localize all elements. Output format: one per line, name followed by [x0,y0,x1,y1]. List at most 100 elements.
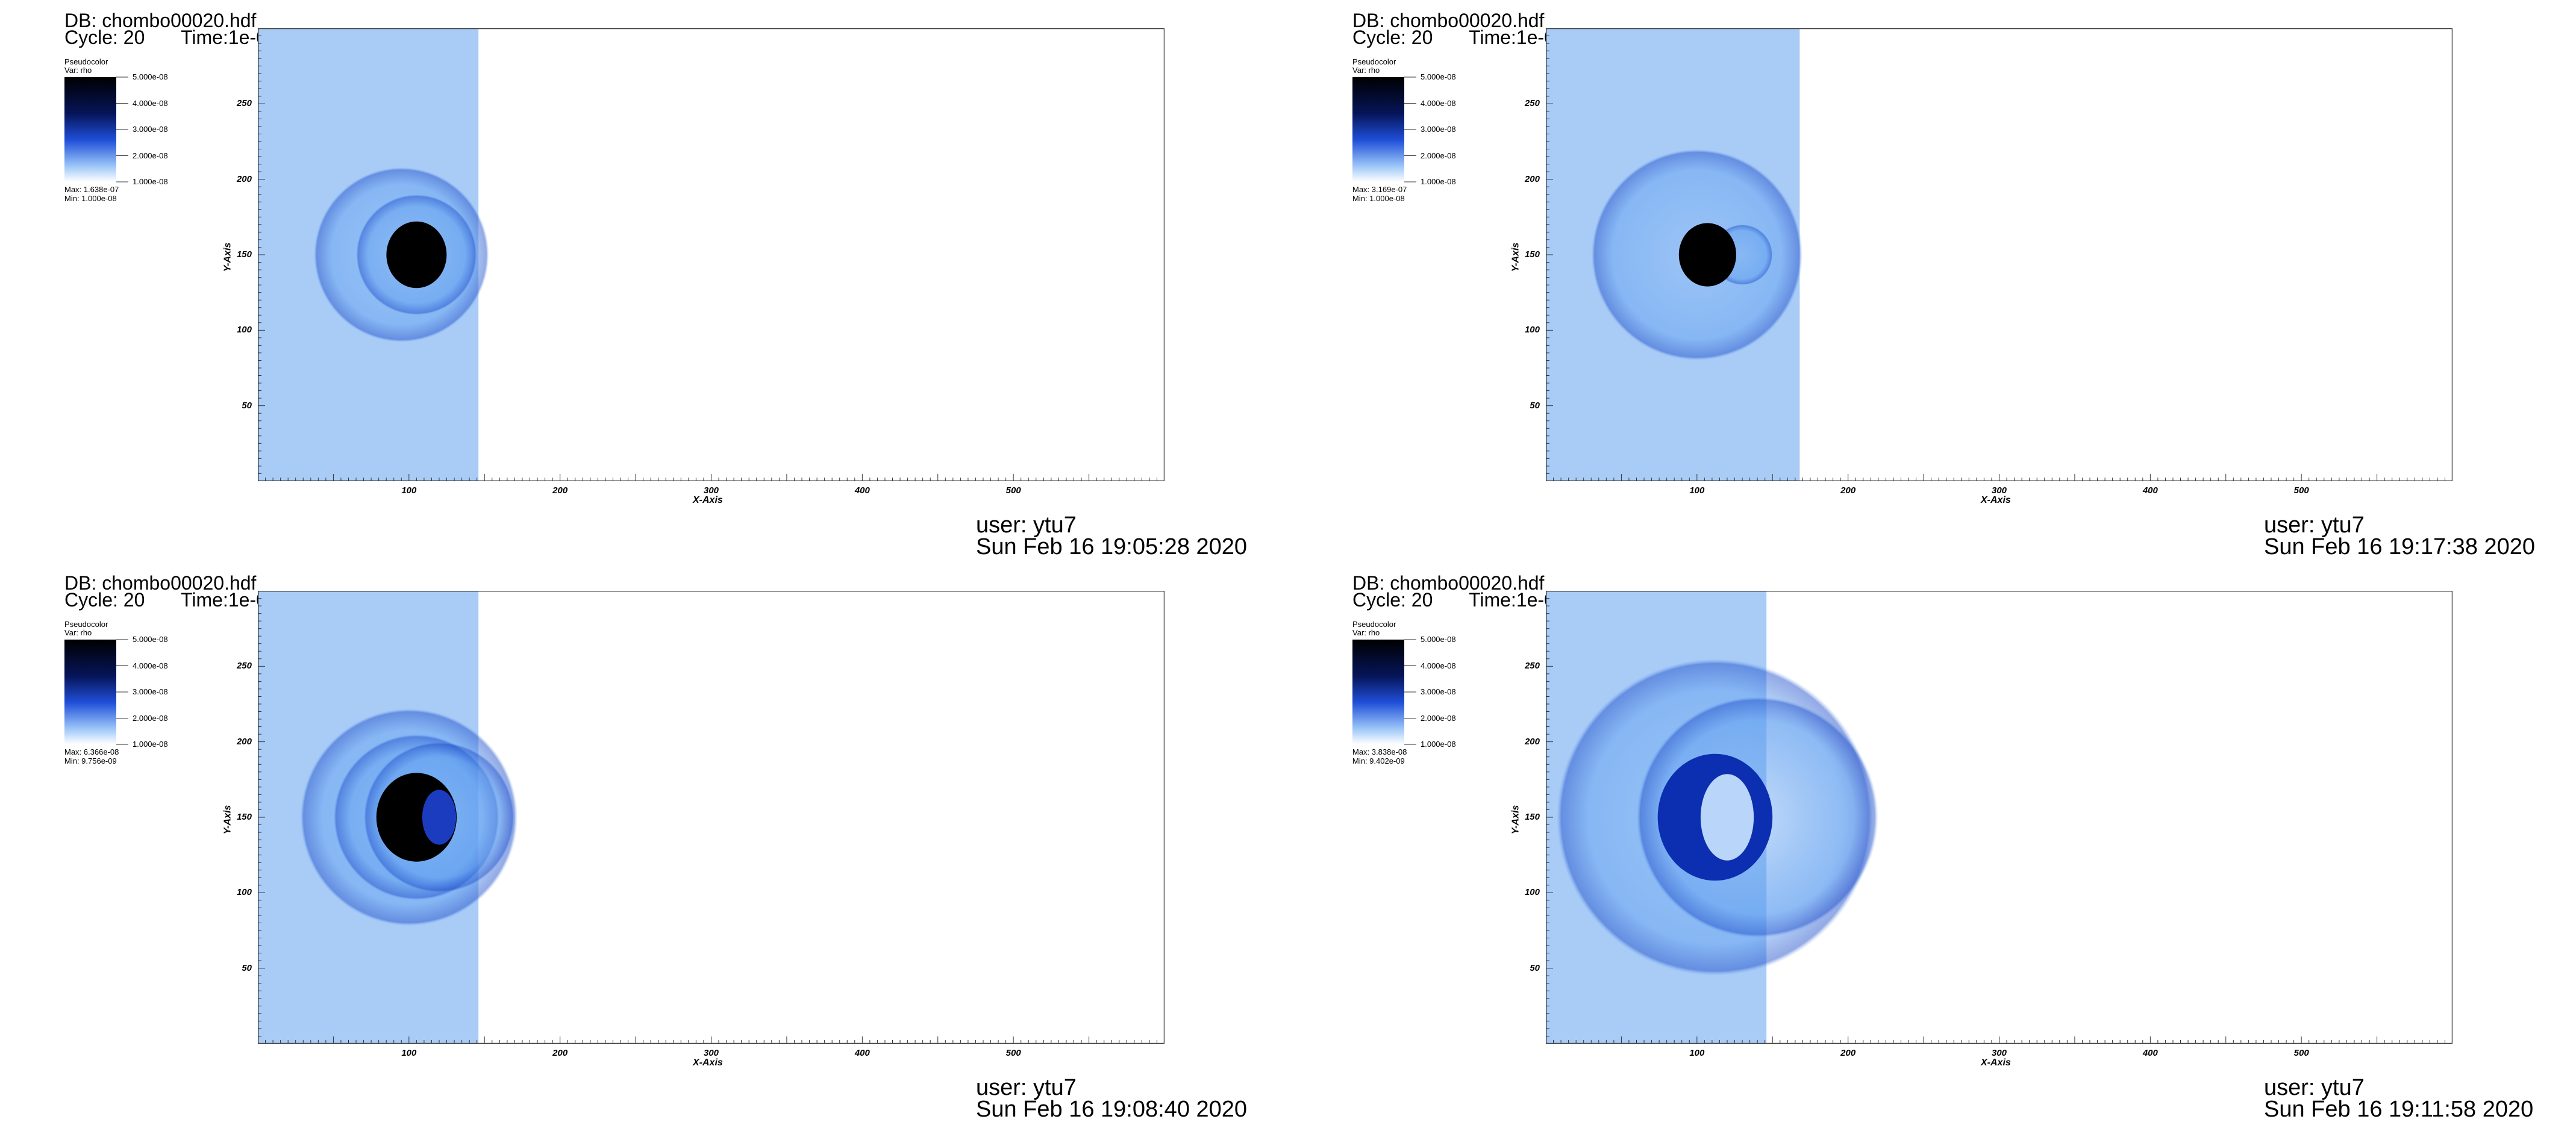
y-tick-label: 150 [1524,249,1540,260]
y-tick-label: 100 [1524,325,1540,335]
y-tick-label: 50 [242,400,252,411]
x-tick-label: 300 [703,1048,719,1058]
cycle-label: Cycle: 20 [1352,26,1433,48]
colorbar-tick-label: 4.000e-08 [133,98,168,108]
y-tick-label: 250 [236,98,252,109]
visit-panel: DB: chombo00020.hdf Cycle: 20 Time:1e-05 Ps… [0,0,1288,562]
colorbar-tick-label: 5.000e-08 [133,72,168,81]
y-tick-label: 150 [236,812,252,822]
x-tick-label: 400 [2142,485,2158,496]
x-tick-label: 100 [401,1048,417,1058]
y-tick-label: 50 [1530,962,1540,973]
min-value: Min: 9.756e-09 [64,756,117,765]
x-tick-label: 500 [1005,485,1021,496]
colorbar [64,76,128,182]
x-tick-label: 100 [1689,1048,1705,1058]
x-tick-label: 200 [1840,1048,1856,1058]
legend-plot-name: Pseudocolor [1352,57,1396,66]
y-tick-label: 150 [1524,812,1540,822]
colorbar-tick-label: 3.000e-08 [133,125,168,134]
x-axis-title: X-Axis [1981,1058,2011,1068]
y-axis-title: Y-Axis [1510,805,1521,835]
colorbar-tick-label: 2.000e-08 [1421,713,1456,723]
x-tick-label: 400 [854,1048,870,1058]
colorbar-tick-label: 4.000e-08 [133,661,168,670]
x-tick-label: 400 [854,485,870,496]
max-value: Max: 6.366e-08 [64,747,119,756]
user-label: user: ytu7 [2264,513,2365,538]
y-tick-label: 250 [1524,98,1540,109]
max-value: Max: 3.169e-07 [1352,185,1407,194]
timestamp-label: Sun Feb 16 19:11:58 2020 [2264,1097,2534,1122]
legend-variable: Var: rho [1352,628,1380,637]
user-label: user: ytu7 [976,513,1077,538]
y-tick-label: 200 [236,736,252,747]
x-tick-label: 100 [401,485,417,496]
plot-area [258,28,1165,481]
colorbar-tick-label: 2.000e-08 [133,713,168,723]
user-label: user: ytu7 [2264,1075,2365,1100]
database-label: DB: chombo00020.hdf [1352,10,1545,31]
colorbar-tick-label: 1.000e-08 [1421,740,1456,749]
y-tick-label: 200 [236,173,252,184]
colorbar-tick-label: 4.000e-08 [1421,661,1456,670]
user-label: user: ytu7 [976,1075,1077,1100]
x-tick-label: 300 [1991,485,2007,496]
y-tick-label: 200 [1524,736,1540,747]
y-tick-label: 250 [1524,661,1540,672]
database-label: DB: chombo00020.hdf [1352,572,1545,594]
colorbar [1352,76,1416,182]
x-axis-title: X-Axis [1981,495,2011,505]
x-tick-label: 500 [2293,485,2309,496]
y-tick-label: 250 [236,661,252,672]
density-field [1546,28,2453,481]
visit-panel: DB: chombo00020.hdf Cycle: 20 Time:1e-05 Ps… [1288,0,2576,562]
min-value: Min: 1.000e-08 [1352,194,1405,203]
y-axis-title: Y-Axis [1510,242,1521,272]
legend-variable: Var: rho [1352,66,1380,75]
colorbar-tick-label: 2.000e-08 [133,151,168,160]
timestamp-label: Sun Feb 16 19:08:40 2020 [976,1097,1248,1122]
x-tick-label: 400 [2142,1048,2158,1058]
x-tick-label: 300 [703,485,719,496]
colorbar [1352,639,1416,745]
colorbar [64,639,128,745]
y-tick-label: 100 [236,887,252,898]
x-tick-label: 500 [2293,1048,2309,1058]
y-tick-label: 100 [236,325,252,335]
y-axis-title: Y-Axis [222,805,233,835]
x-axis-title: X-Axis [693,1058,723,1068]
y-tick-label: 200 [1524,173,1540,184]
max-value: Max: 1.638e-07 [64,185,119,194]
colorbar-tick-label: 5.000e-08 [1421,72,1456,81]
colorbar-tick-label: 4.000e-08 [1421,98,1456,108]
colorbar-tick-label: 5.000e-08 [1421,635,1456,644]
colorbar-tick-label: 1.000e-08 [133,740,168,749]
timestamp-label: Sun Feb 16 19:17:38 2020 [2264,534,2536,559]
database-label: DB: chombo00020.hdf [64,572,257,594]
y-tick-label: 50 [1530,400,1540,411]
legend-plot-name: Pseudocolor [64,620,108,629]
colorbar-tick-label: 3.000e-08 [1421,125,1456,134]
cycle-label: Cycle: 20 [64,589,145,611]
visit-panel: DB: chombo00020.hdf Cycle: 20 Time:1e-05 Ps… [1288,562,2576,1125]
colorbar-tick-label: 3.000e-08 [133,687,168,696]
x-axis-title: X-Axis [693,495,723,505]
timestamp-label: Sun Feb 16 19:05:28 2020 [976,534,1248,559]
min-value: Min: 1.000e-08 [64,194,117,203]
legend-plot-name: Pseudocolor [1352,620,1396,629]
colorbar-tick-label: 1.000e-08 [133,177,168,186]
database-label: DB: chombo00020.hdf [64,10,257,31]
legend-variable: Var: rho [64,628,92,637]
y-tick-label: 100 [1524,887,1540,898]
x-tick-label: 200 [552,485,568,496]
colorbar-tick-label: 1.000e-08 [1421,177,1456,186]
min-value: Min: 9.402e-09 [1352,756,1405,765]
x-tick-label: 300 [1991,1048,2007,1058]
max-value: Max: 3.838e-08 [1352,747,1407,756]
visit-panel: DB: chombo00020.hdf Cycle: 20 Time:1e-05 Ps… [0,562,1288,1125]
legend-variable: Var: rho [64,66,92,75]
y-tick-label: 50 [242,962,252,973]
colorbar-tick-label: 2.000e-08 [1421,151,1456,160]
cycle-label: Cycle: 20 [64,26,145,48]
